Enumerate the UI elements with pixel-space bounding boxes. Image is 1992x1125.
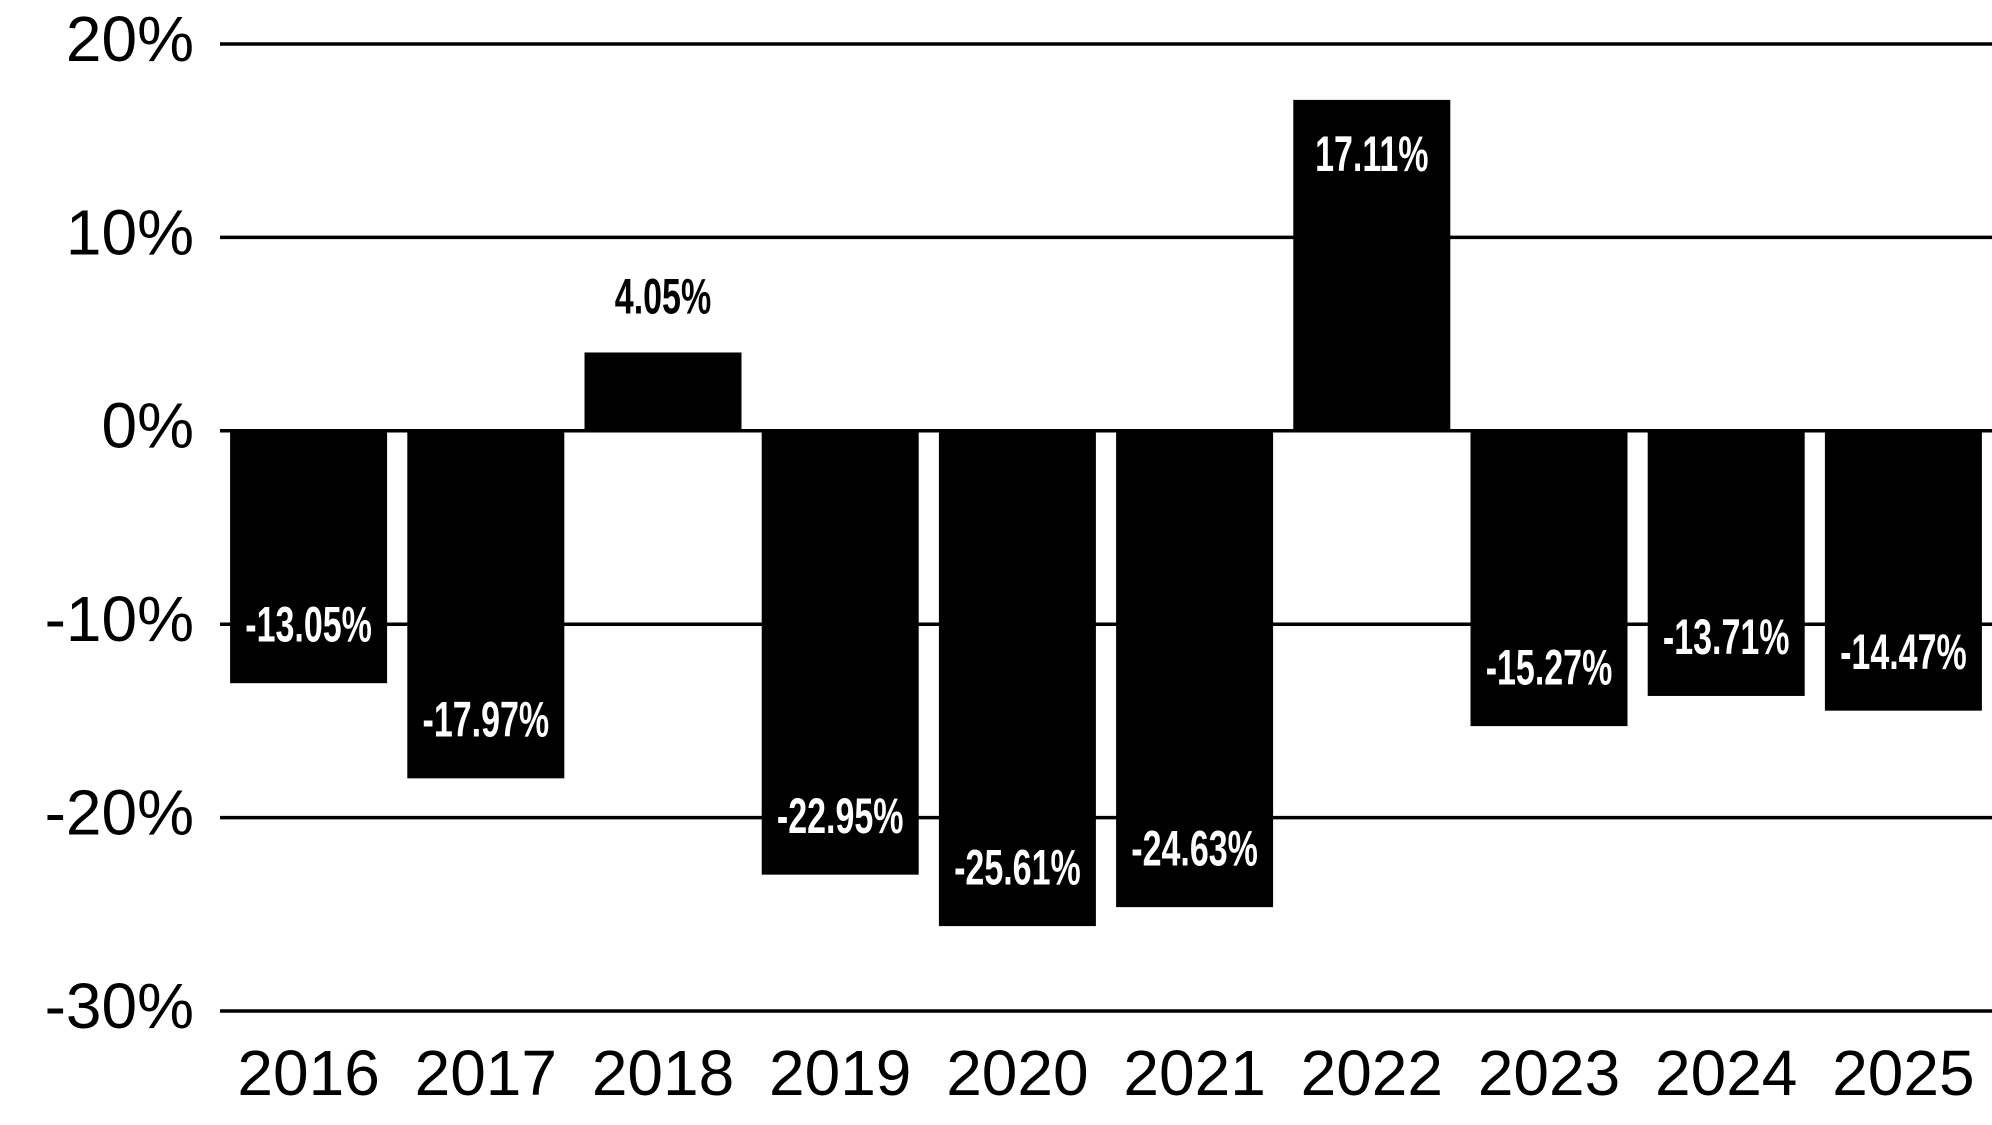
- bar: [938, 430, 1096, 927]
- y-tick-label: -30%: [45, 970, 194, 1042]
- bar: [1293, 99, 1451, 431]
- y-tick-label: -10%: [45, 583, 194, 655]
- x-tick-label: 2025: [1832, 1037, 1974, 1109]
- bar: [1116, 430, 1274, 908]
- value-label: 4.05%: [615, 269, 711, 325]
- value-label: -22.95%: [777, 788, 904, 844]
- y-tick-label: 10%: [66, 196, 194, 268]
- value-label: -24.63%: [1131, 821, 1258, 877]
- bar: [584, 352, 742, 431]
- x-tick-label: 2017: [415, 1037, 557, 1109]
- bar: [761, 430, 919, 875]
- y-tick-label: 0%: [102, 390, 195, 462]
- x-tick-label: 2022: [1301, 1037, 1443, 1109]
- value-label: -14.47%: [1840, 624, 1967, 680]
- x-tick-label: 2023: [1478, 1037, 1620, 1109]
- value-label: -15.27%: [1486, 640, 1613, 696]
- value-label: -17.97%: [422, 692, 549, 748]
- bar: [1647, 430, 1805, 696]
- x-tick-label: 2016: [237, 1037, 379, 1109]
- y-tick-label: 20%: [66, 3, 194, 75]
- x-tick-label: 2024: [1655, 1037, 1797, 1109]
- value-label: -25.61%: [954, 840, 1081, 896]
- x-tick-label: 2020: [946, 1037, 1088, 1109]
- bar: [407, 430, 565, 779]
- value-label: 17.11%: [1315, 127, 1428, 183]
- x-tick-label: 2021: [1123, 1037, 1265, 1109]
- x-tick-label: 2018: [592, 1037, 734, 1109]
- y-tick-label: -20%: [45, 777, 194, 849]
- value-label: -13.71%: [1663, 610, 1790, 666]
- bar: [1470, 430, 1628, 727]
- x-tick-label: 2019: [769, 1037, 911, 1109]
- bar: [230, 430, 388, 684]
- bar: [1824, 430, 1982, 711]
- value-label: -13.05%: [245, 597, 372, 653]
